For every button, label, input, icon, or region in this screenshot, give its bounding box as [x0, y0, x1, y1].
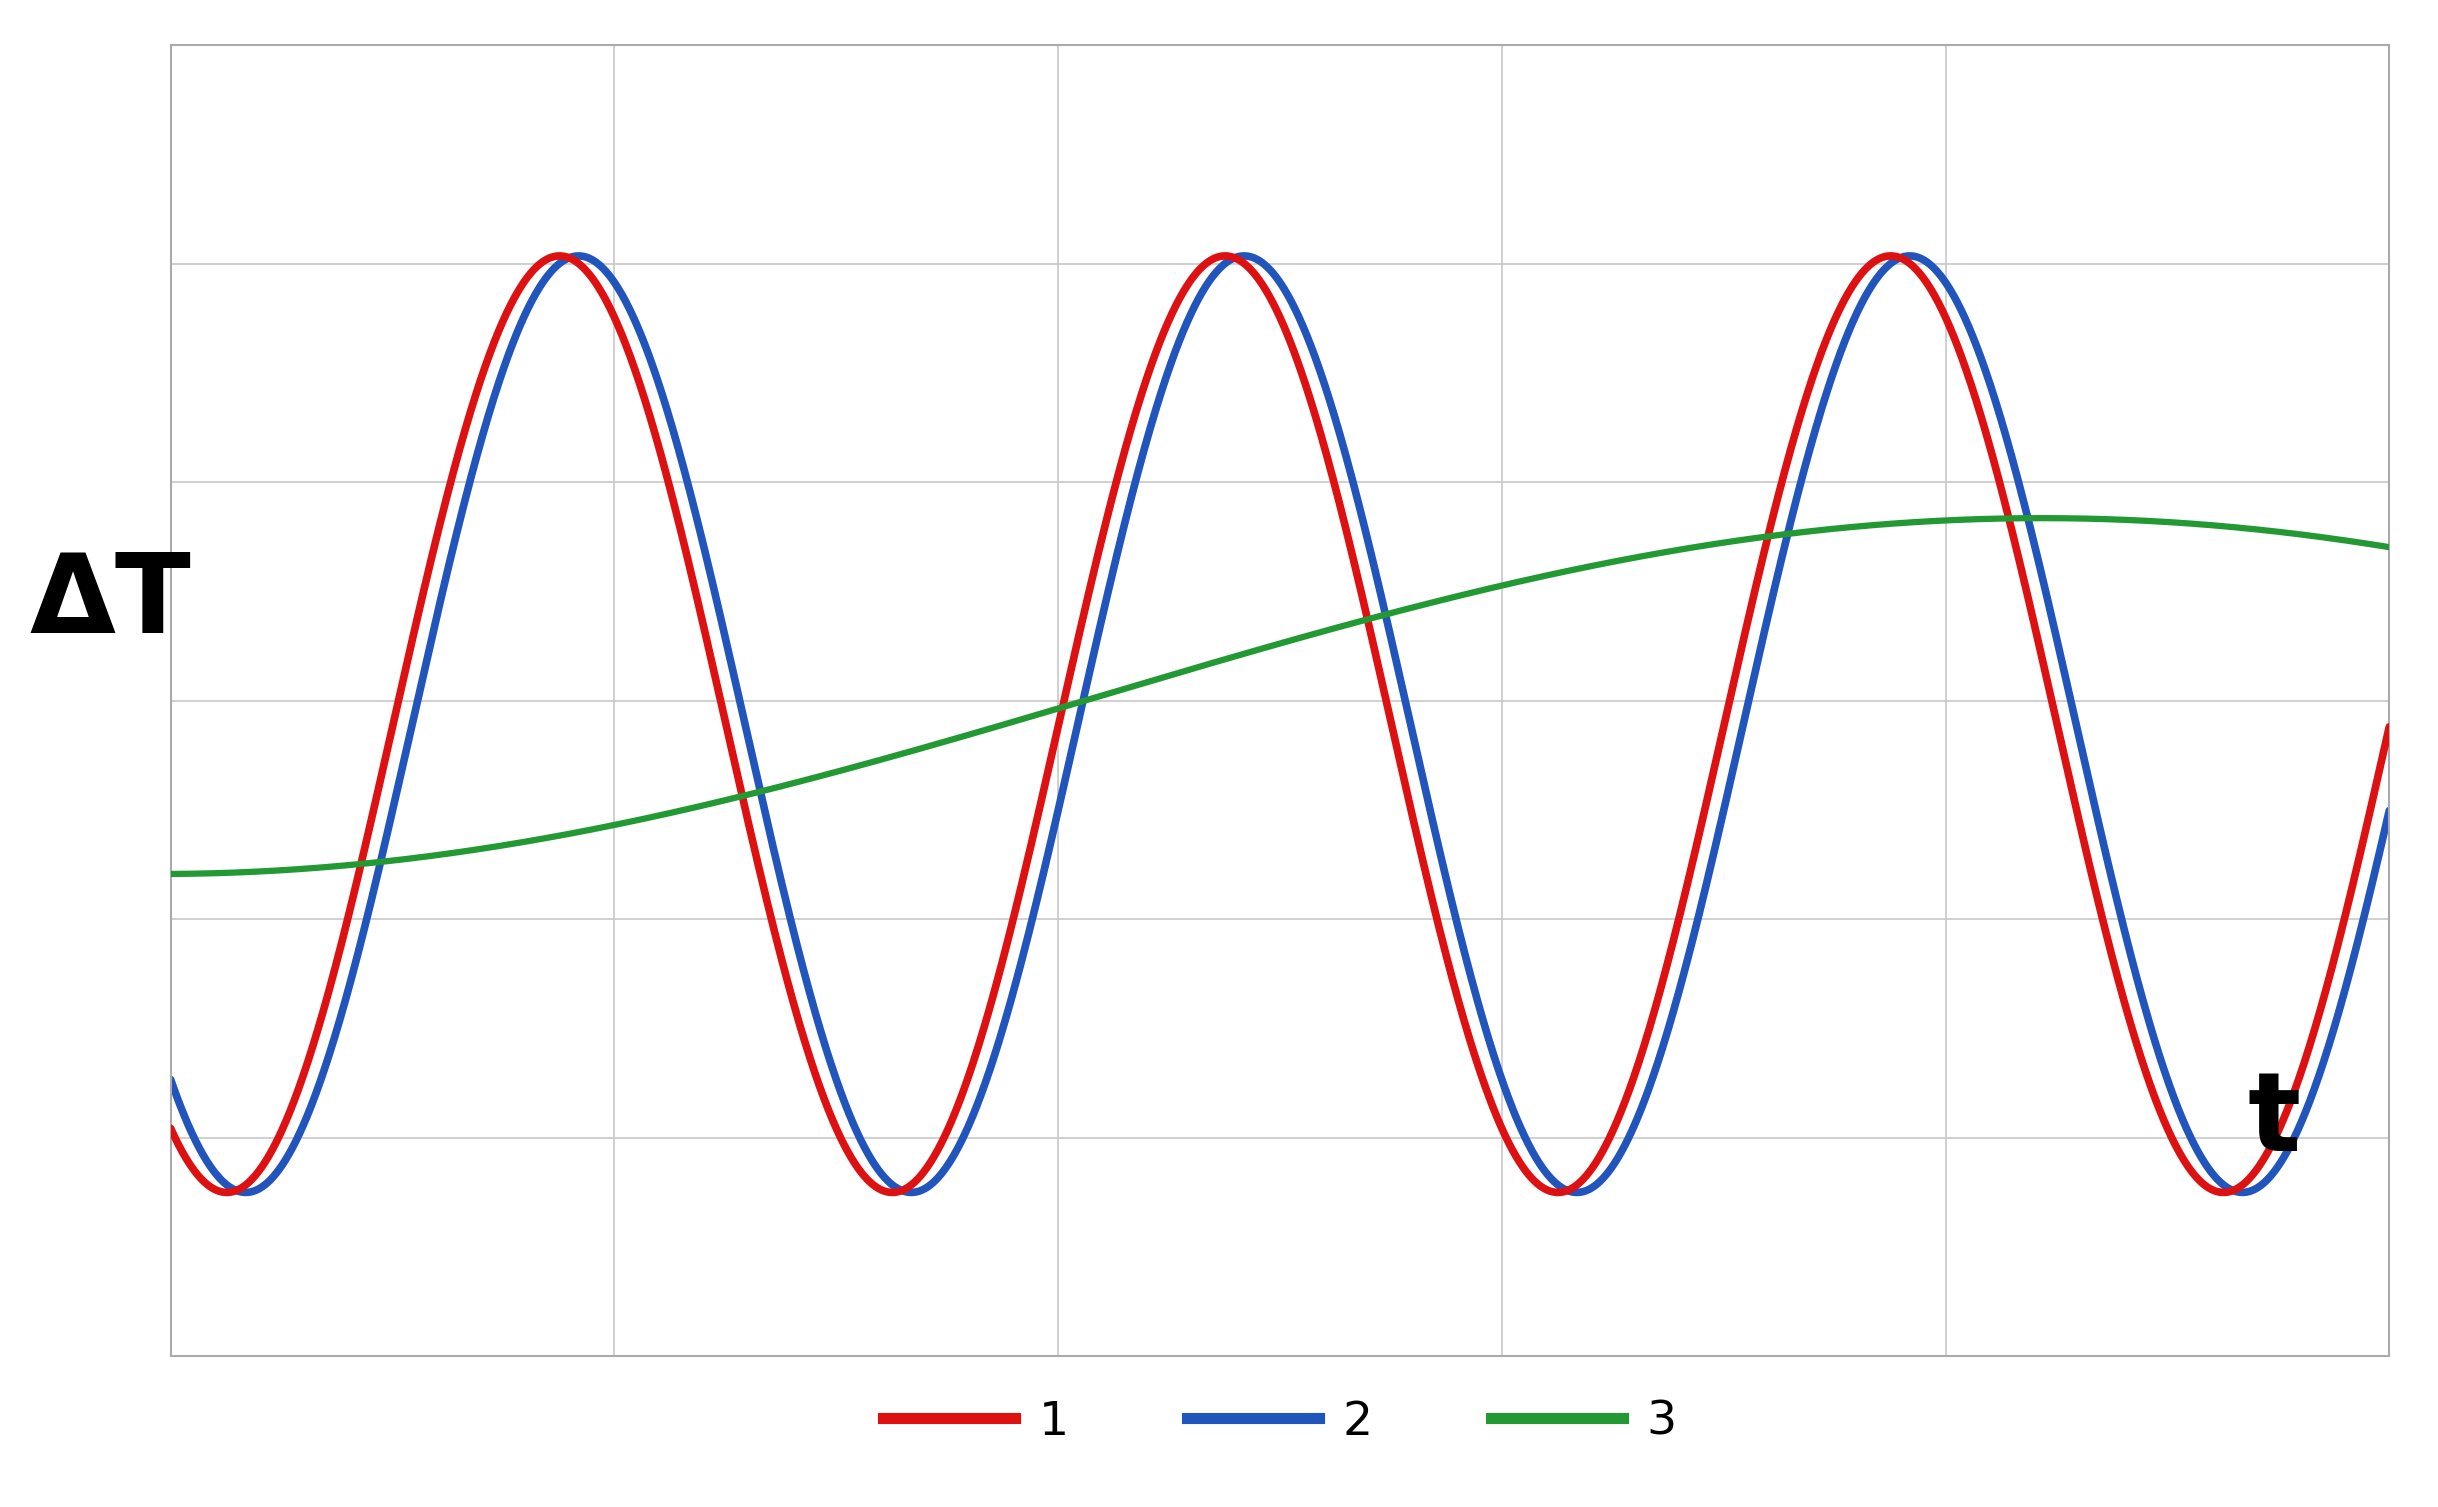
3: [1980, 509, 2009, 527]
1: [558, 252, 588, 270]
3: [2375, 538, 2404, 556]
3: [1487, 577, 1516, 595]
Legend: 1, 2, 3: 1, 2, 3: [863, 1380, 1697, 1463]
1: [1599, 1118, 1629, 1136]
2: [1004, 961, 1034, 980]
3: [1811, 520, 1841, 538]
2: [2375, 802, 2404, 820]
Text: ΔT: ΔT: [29, 549, 190, 657]
2: [1811, 383, 1841, 401]
3: [1004, 711, 1034, 729]
1: [1212, 247, 1241, 265]
2: [563, 247, 592, 265]
Line: 3: 3: [171, 518, 2389, 874]
2: [1599, 1154, 1629, 1172]
Line: 2: 2: [171, 256, 2389, 1192]
1: [878, 1183, 907, 1201]
2: [156, 1070, 185, 1088]
1: [1811, 329, 1841, 347]
3: [2026, 509, 2055, 527]
2: [897, 1183, 926, 1201]
3: [156, 865, 185, 883]
2: [1487, 1071, 1516, 1090]
1: [1487, 1120, 1516, 1138]
1: [2375, 717, 2404, 735]
Text: t: t: [2248, 1067, 2301, 1174]
1: [156, 1120, 185, 1138]
3: [558, 824, 588, 842]
Line: 1: 1: [171, 256, 2389, 1192]
1: [1982, 458, 2011, 476]
2: [1982, 392, 2011, 410]
1: [1004, 888, 1034, 906]
3: [1599, 553, 1629, 571]
2: [558, 247, 588, 265]
